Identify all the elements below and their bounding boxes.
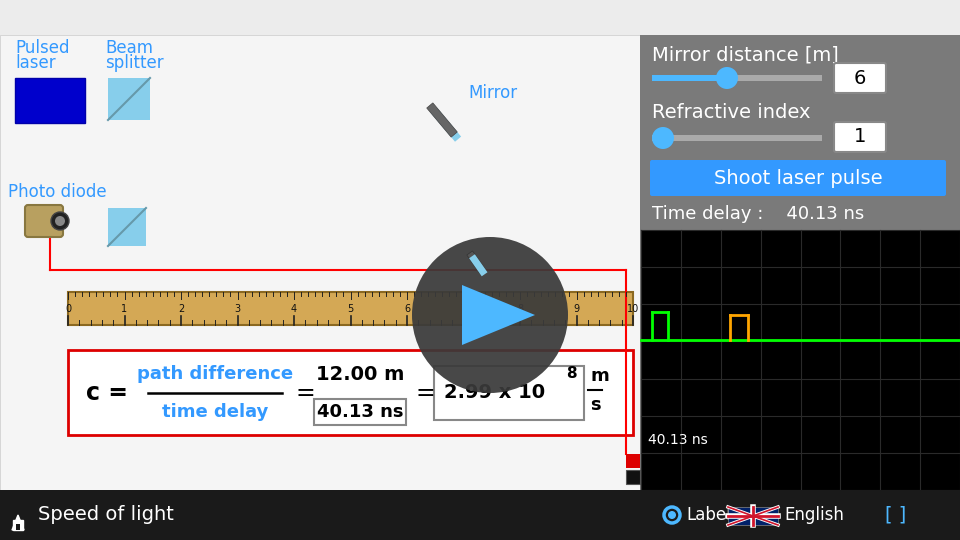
FancyBboxPatch shape bbox=[626, 470, 640, 484]
Text: 7: 7 bbox=[461, 304, 467, 314]
Text: Photo diode: Photo diode bbox=[8, 183, 107, 201]
FancyBboxPatch shape bbox=[834, 122, 886, 152]
Text: 8: 8 bbox=[516, 304, 523, 314]
Circle shape bbox=[652, 127, 674, 149]
Polygon shape bbox=[12, 515, 24, 530]
Text: 8: 8 bbox=[566, 367, 577, 381]
FancyBboxPatch shape bbox=[641, 230, 960, 490]
Text: Shoot laser pulse: Shoot laser pulse bbox=[713, 168, 882, 187]
FancyBboxPatch shape bbox=[314, 399, 406, 425]
FancyBboxPatch shape bbox=[15, 78, 85, 123]
Text: 3: 3 bbox=[234, 304, 241, 314]
FancyBboxPatch shape bbox=[25, 205, 63, 237]
Text: 6: 6 bbox=[853, 69, 866, 87]
Text: Beam: Beam bbox=[105, 39, 153, 57]
Text: 2: 2 bbox=[178, 304, 184, 314]
Circle shape bbox=[51, 212, 69, 230]
Text: s: s bbox=[590, 396, 601, 414]
FancyBboxPatch shape bbox=[728, 507, 778, 525]
FancyBboxPatch shape bbox=[434, 366, 584, 420]
FancyBboxPatch shape bbox=[68, 292, 633, 325]
Text: Mirror: Mirror bbox=[468, 84, 517, 102]
FancyBboxPatch shape bbox=[652, 75, 822, 81]
FancyBboxPatch shape bbox=[0, 35, 640, 490]
FancyBboxPatch shape bbox=[16, 524, 20, 530]
Text: 5: 5 bbox=[348, 304, 353, 314]
Text: 40.13 ns: 40.13 ns bbox=[648, 433, 708, 447]
Text: splitter: splitter bbox=[105, 54, 163, 72]
Text: time delay: time delay bbox=[162, 403, 268, 421]
FancyBboxPatch shape bbox=[108, 208, 146, 246]
Text: English: English bbox=[784, 506, 844, 524]
FancyBboxPatch shape bbox=[68, 350, 633, 435]
Text: =: = bbox=[415, 381, 435, 405]
Text: Time delay :    40.13 ns: Time delay : 40.13 ns bbox=[652, 205, 864, 223]
Circle shape bbox=[412, 237, 568, 393]
FancyBboxPatch shape bbox=[0, 490, 960, 540]
FancyBboxPatch shape bbox=[652, 75, 727, 81]
Text: path difference: path difference bbox=[137, 365, 293, 383]
Circle shape bbox=[716, 67, 738, 89]
FancyBboxPatch shape bbox=[640, 35, 960, 490]
Text: 1: 1 bbox=[853, 127, 866, 146]
Text: m: m bbox=[590, 367, 609, 385]
Text: 2.99 x 10: 2.99 x 10 bbox=[444, 383, 545, 402]
Text: laser: laser bbox=[15, 54, 56, 72]
Polygon shape bbox=[467, 251, 485, 273]
Text: 0: 0 bbox=[65, 304, 71, 314]
FancyBboxPatch shape bbox=[652, 135, 822, 141]
FancyBboxPatch shape bbox=[834, 63, 886, 93]
Text: =: = bbox=[295, 381, 315, 405]
Polygon shape bbox=[469, 254, 488, 276]
Text: 12.00 m: 12.00 m bbox=[316, 364, 404, 383]
Polygon shape bbox=[462, 285, 535, 345]
Polygon shape bbox=[431, 107, 461, 141]
Circle shape bbox=[668, 511, 676, 519]
FancyBboxPatch shape bbox=[108, 78, 150, 120]
Text: Pulsed: Pulsed bbox=[15, 39, 69, 57]
Text: 10: 10 bbox=[627, 304, 639, 314]
Text: 1: 1 bbox=[121, 304, 128, 314]
Text: 4: 4 bbox=[291, 304, 297, 314]
Circle shape bbox=[664, 507, 680, 523]
Text: Speed of light: Speed of light bbox=[38, 505, 174, 524]
Text: Refractive index: Refractive index bbox=[652, 103, 810, 122]
Text: [ ]: [ ] bbox=[885, 505, 906, 524]
Circle shape bbox=[55, 216, 65, 226]
Text: c =: c = bbox=[86, 381, 128, 405]
Text: Mirror distance [m]: Mirror distance [m] bbox=[652, 45, 839, 64]
FancyBboxPatch shape bbox=[650, 160, 946, 196]
Text: 6: 6 bbox=[404, 304, 410, 314]
Text: Label: Label bbox=[686, 506, 731, 524]
Text: 40.13 ns: 40.13 ns bbox=[317, 403, 403, 421]
Text: 9: 9 bbox=[573, 304, 580, 314]
Polygon shape bbox=[427, 103, 457, 137]
FancyBboxPatch shape bbox=[13, 520, 23, 530]
FancyBboxPatch shape bbox=[626, 454, 640, 468]
